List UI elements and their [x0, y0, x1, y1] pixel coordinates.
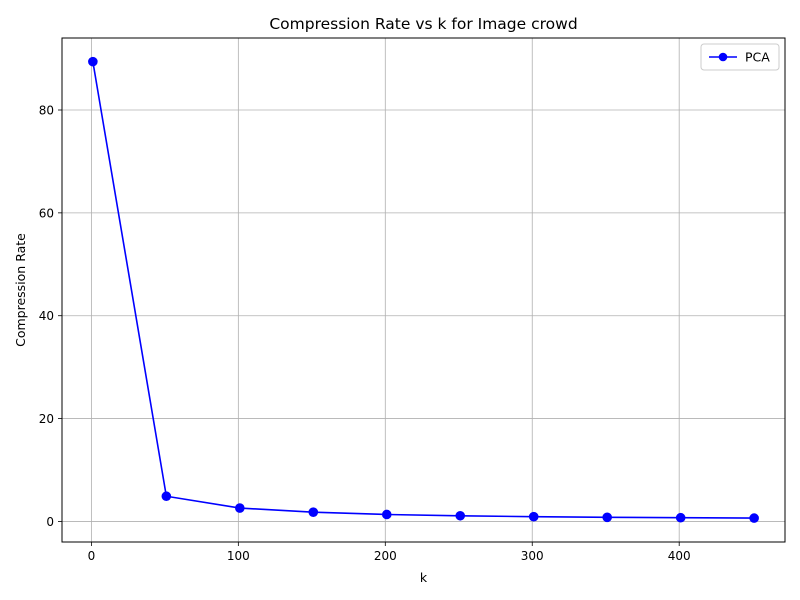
- plot-frame: [61, 37, 786, 543]
- ticks: 0 100 200 300 400 0 20 40 60 80: [39, 104, 691, 564]
- x-axis-label: k: [420, 570, 428, 585]
- data-point: [308, 507, 319, 517]
- series-line-pca: [92, 61, 755, 519]
- data-point: [602, 512, 612, 523]
- y-tick-label: 40: [39, 309, 54, 323]
- legend-marker: [718, 52, 728, 62]
- y-tick-label: 0: [46, 515, 54, 529]
- legend: PCA: [700, 43, 780, 71]
- x-tick-label: 400: [668, 549, 691, 563]
- data-point: [381, 509, 392, 520]
- data-point: [235, 503, 245, 513]
- series-layer: [88, 56, 759, 523]
- data-point: [675, 512, 686, 523]
- grid: [62, 38, 785, 542]
- x-tick-label: 200: [374, 549, 397, 563]
- y-axis-label: Compression Rate: [13, 233, 28, 347]
- data-point: [161, 491, 172, 502]
- legend-box: [700, 43, 780, 71]
- data-point: [749, 513, 759, 523]
- data-point: [88, 56, 98, 67]
- x-tick-label: 100: [227, 549, 250, 563]
- data-point: [455, 510, 466, 521]
- chart-title: Compression Rate vs k for Image crowd: [269, 15, 577, 33]
- data-point: [528, 511, 539, 522]
- y-tick-label: 20: [39, 412, 54, 426]
- y-tick-label: 80: [39, 104, 54, 118]
- legend-label: PCA: [745, 50, 770, 65]
- y-tick-label: 60: [39, 206, 54, 220]
- x-tick-label: 300: [521, 549, 544, 563]
- x-tick-label: 0: [88, 549, 96, 563]
